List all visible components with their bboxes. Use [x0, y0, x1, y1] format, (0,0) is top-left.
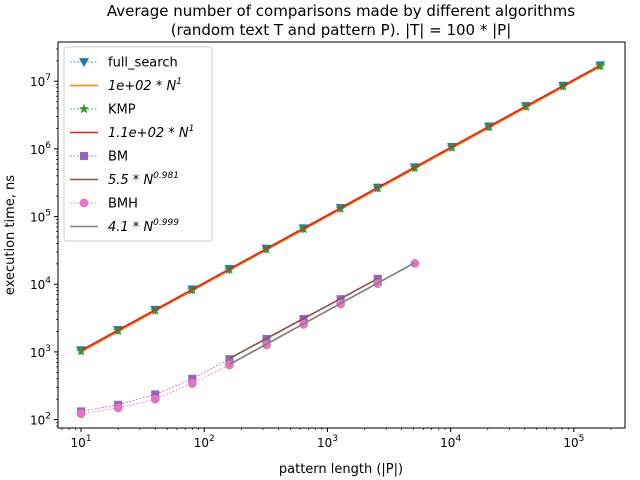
- legend-marker: [78, 58, 90, 68]
- legend-marker: [79, 151, 89, 161]
- legend-entry: BMH: [70, 197, 138, 212]
- axes-frame: [57, 41, 626, 429]
- legend-label: 5.5 * N0.981: [108, 171, 179, 188]
- x-tick-label: 103: [317, 434, 338, 450]
- legend-label: full_search: [108, 56, 178, 71]
- legend-box: [63, 46, 213, 242]
- legend-label: KMP: [108, 103, 136, 118]
- data-point: [76, 409, 86, 419]
- legend-label: 1e+02 * N1: [108, 77, 182, 94]
- data-point: [150, 394, 160, 404]
- y-tick-label: 104: [30, 276, 51, 292]
- y-tick-label: 103: [30, 344, 51, 360]
- series-5: [229, 277, 379, 360]
- x-axis: 101 102 103 104 105: [61, 428, 612, 450]
- legend-label: 1.1e+02 * N1: [108, 124, 194, 141]
- legend-entry: full_search: [70, 56, 178, 71]
- data-point: [113, 403, 123, 413]
- y-axis: 102 103 104 105 106 107: [30, 48, 58, 428]
- legend-marker: [79, 198, 89, 208]
- y-tick-label: 102: [30, 412, 51, 428]
- y-axis-label: execution time, ns: [3, 175, 18, 295]
- legend-label: BM: [108, 150, 128, 165]
- fit-line: [229, 261, 416, 366]
- legend-entry: KMP: [70, 103, 136, 118]
- x-tick-label: 102: [194, 434, 215, 450]
- legend: full_search 1e+02 * N1 KMP 1.1e+02 * N1 BM 5.…: [63, 46, 213, 242]
- legend-entry: 1.1e+02 * N1: [70, 124, 194, 141]
- legend-entry: 1e+02 * N1: [70, 77, 182, 94]
- legend-marker: [78, 103, 90, 114]
- fit-line: [80, 64, 601, 352]
- legend-label: BMH: [108, 197, 138, 212]
- series-3: [80, 64, 601, 352]
- series-7: [229, 261, 416, 366]
- y-tick-label: 107: [30, 73, 51, 89]
- legend-entry: 4.1 * N0.999: [70, 218, 179, 235]
- data-point: [75, 345, 87, 356]
- legend-label: 4.1 * N0.999: [108, 218, 179, 235]
- x-tick-label: 104: [440, 434, 461, 450]
- y-tick-label: 105: [30, 209, 51, 225]
- x-tick-label: 105: [563, 434, 584, 450]
- fit-line: [229, 277, 379, 360]
- x-axis-label: pattern length (|P|): [279, 462, 403, 477]
- chart-title-line2: (random text T and pattern P). |T| = 100…: [171, 21, 512, 39]
- data-point: [187, 379, 197, 389]
- plot-area: [75, 60, 606, 419]
- legend-entry: 5.5 * N0.981: [70, 171, 179, 188]
- legend-entry: BM: [70, 150, 128, 165]
- y-tick-label: 106: [30, 141, 51, 157]
- x-tick-label: 101: [71, 434, 92, 450]
- chart-title-line1: Average number of comparisons made by di…: [107, 2, 575, 20]
